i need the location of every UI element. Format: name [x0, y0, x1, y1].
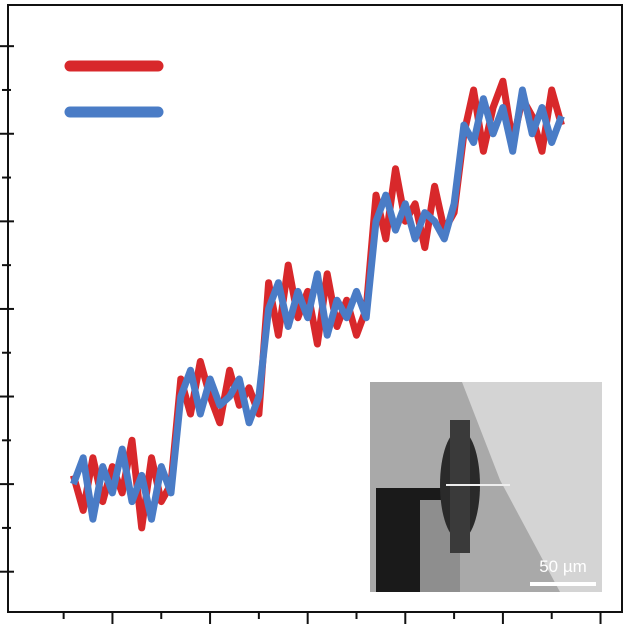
inset-shape: [450, 420, 470, 553]
inset-image: 50 µm: [370, 382, 602, 592]
data-line: [70, 77, 565, 532]
data-line: [70, 86, 565, 523]
plot-area: [0, 45, 602, 624]
inset-shape: [462, 382, 602, 592]
scale-label: 50 µm: [539, 557, 587, 576]
legend: [64, 60, 164, 118]
